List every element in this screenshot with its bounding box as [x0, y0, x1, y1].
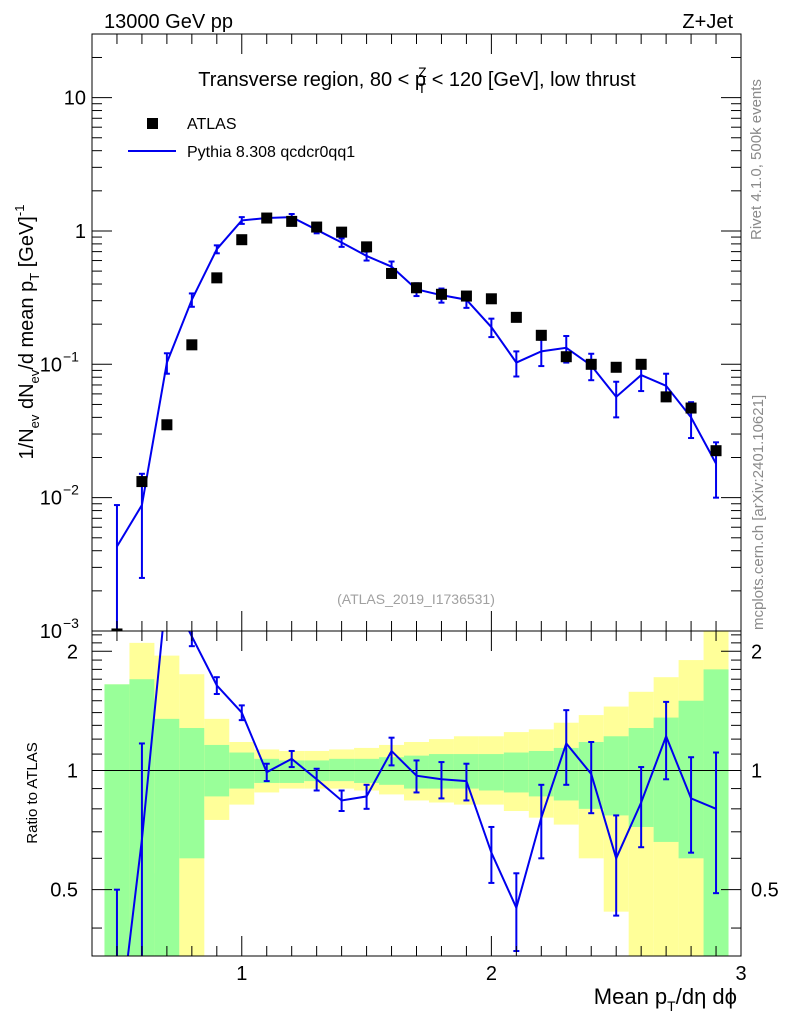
rivet-label: Rivet 4.1.0, 500k events [748, 79, 765, 240]
ratio-inner-band-20 [603, 736, 629, 816]
plot-title: Transverse region, 80 < pZ T < 120 [GeV],… [198, 64, 636, 96]
main-ytick-label-exp-1: −2 [63, 482, 79, 498]
ratio-inner-band-15 [478, 754, 504, 791]
plot-title-sub: T [418, 80, 427, 96]
ratio-ytick-label-left-2: 2 [67, 641, 78, 663]
ratio-inner-band-7 [279, 760, 305, 783]
atlas-point-12 [411, 282, 422, 294]
analysis-watermark: (ATLAS_2019_I1736531) [337, 591, 495, 607]
atlas-point-8 [311, 221, 323, 233]
atlas-point-1 [136, 476, 148, 488]
atlas-point-15 [485, 293, 497, 305]
mcplots-label: mcplots.cern.ch [arXiv:2401.10621] [750, 395, 767, 630]
legend-label-pythia: Pythia 8.308 qcdcr0qq1 [187, 144, 355, 161]
atlas-point-21 [635, 358, 647, 370]
header-right-label: Z+Jet [682, 11, 733, 33]
axis-ticks [91, 33, 742, 956]
atlas-point-3 [186, 339, 198, 351]
legend-label-atlas: ATLAS [187, 116, 237, 133]
main-ytick-label-exp-0: −3 [63, 615, 79, 631]
plot-title-part-1: Transverse region, 80 < p [198, 69, 426, 91]
main-y-axis-label: 1/Nev dNev/d mean pT [GeV]-1 [12, 205, 42, 460]
ratio-xtick-label-2: 3 [735, 963, 746, 985]
ratio-inner-band-3 [179, 728, 205, 859]
atlas-point-11 [386, 267, 398, 279]
atlas-point-22 [660, 391, 672, 403]
legend-marker-atlas [147, 118, 158, 129]
atlas-point-4 [211, 272, 223, 284]
atlas-point-7 [286, 215, 298, 227]
atlas-point-13 [435, 288, 447, 300]
main-ytick-label-4: 10 [64, 88, 86, 110]
ratio-ytick-label-right-0: 0.5 [751, 880, 779, 902]
atlas-point-6 [261, 212, 273, 224]
ratio-inner-band-2 [154, 718, 180, 956]
ratio-y-axis-label: Ratio to ATLAS [24, 742, 41, 843]
atlas-point-14 [460, 290, 472, 302]
atlas-point-9 [336, 226, 348, 238]
header-left-label: 13000 GeV pp [104, 11, 233, 33]
main-ytick-label-3: 1 [75, 221, 86, 243]
ratio-xtick-label-0: 1 [236, 963, 247, 985]
legend: ATLAS Pythia 8.308 qcdcr0qq1 [128, 116, 355, 161]
atlas-point-5 [236, 234, 248, 246]
main-ytick-label-1: 10 [40, 488, 62, 510]
atlas-point-16 [510, 311, 522, 323]
atlas-point-24 [710, 445, 722, 457]
ratio-inner-band-16 [503, 752, 529, 793]
main-ytick-label-exp-2: −1 [63, 348, 79, 364]
ratio-ytick-label-left-1: 1 [67, 760, 78, 782]
atlas-point-19 [585, 358, 597, 370]
atlas-point-10 [361, 241, 373, 253]
plot-title-sup: Z [418, 64, 427, 80]
plot-title-part-2: < 120 [GeV], low thrust [426, 69, 636, 91]
ratio-ytick-label-right-1: 1 [751, 760, 762, 782]
ratio-uncertainty-bands [104, 631, 729, 956]
atlas-point-20 [610, 361, 622, 373]
ratio-panel-series [113, 631, 720, 956]
atlas-point-18 [560, 351, 572, 363]
main-panel-series [111, 212, 722, 631]
atlas-point-23 [685, 402, 697, 414]
main-ytick-label-0: 10 [40, 621, 62, 643]
x-axis-label: Mean pT/dη dϕ [594, 984, 737, 1014]
ratio-ytick-label-right-2: 2 [751, 641, 762, 663]
atlas-point-2 [161, 419, 173, 431]
ratio-ytick-label-left-0: 0.5 [50, 880, 78, 902]
atlas-point-17 [535, 329, 547, 341]
main-ytick-label-2: 10 [40, 354, 62, 376]
ratio-xtick-label-1: 2 [486, 963, 497, 985]
pythia-line [116, 216, 717, 548]
